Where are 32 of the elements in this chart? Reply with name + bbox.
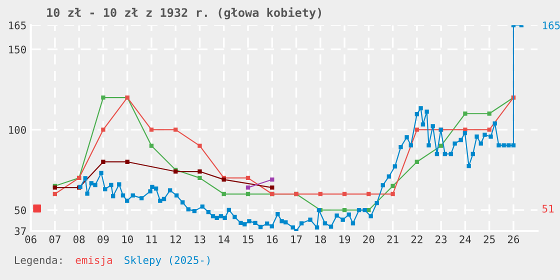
y-tick-label: 50 — [14, 206, 26, 214]
x-tick-label: 23 — [436, 235, 447, 244]
x-tick-label: 16 — [267, 235, 278, 244]
x-tick-label: 09 — [98, 235, 109, 244]
x-tick-label: 25 — [484, 235, 495, 244]
x-tick-label: 19 — [340, 235, 350, 244]
y-tick-label: 150 — [9, 46, 26, 54]
text: Sklepy (2025-) — [124, 256, 210, 266]
y2-tick-label: 165 — [543, 21, 560, 30]
y-tick-label: 37 — [14, 227, 26, 236]
x-tick-label: 13 — [194, 235, 206, 244]
y-tick-label: 100 — [9, 126, 26, 134]
x-tick-label: 06 — [25, 235, 36, 244]
x-tick-label: 11 — [146, 236, 158, 244]
x-tick-label: 08 — [73, 235, 85, 244]
x-tick-label: 24 — [460, 235, 471, 244]
x-tick-label: 10 — [122, 235, 133, 244]
x-tick-label: 12 — [170, 235, 181, 244]
chart-title: 10 zł - 10 zł z 1932 r. (głowa kobiety) — [47, 7, 321, 20]
y2-tick-label: 51 — [542, 204, 554, 213]
y-tick-label: 165 — [9, 21, 26, 30]
x-tick-label: 18 — [315, 235, 326, 244]
x-tick-label: 07 — [49, 235, 60, 244]
x-tick-label: 21 — [387, 235, 398, 244]
text: emisja — [76, 256, 112, 266]
x-tick-label: 20 — [363, 235, 374, 244]
x-tick-label: 17 — [291, 236, 302, 244]
x-tick-label: 14 — [218, 236, 230, 244]
x-tick-label: 15 — [242, 236, 254, 244]
x-tick-label: 22 — [411, 235, 422, 244]
legend-title: Legenda: — [14, 256, 62, 266]
x-tick-label: 26 — [508, 235, 520, 244]
